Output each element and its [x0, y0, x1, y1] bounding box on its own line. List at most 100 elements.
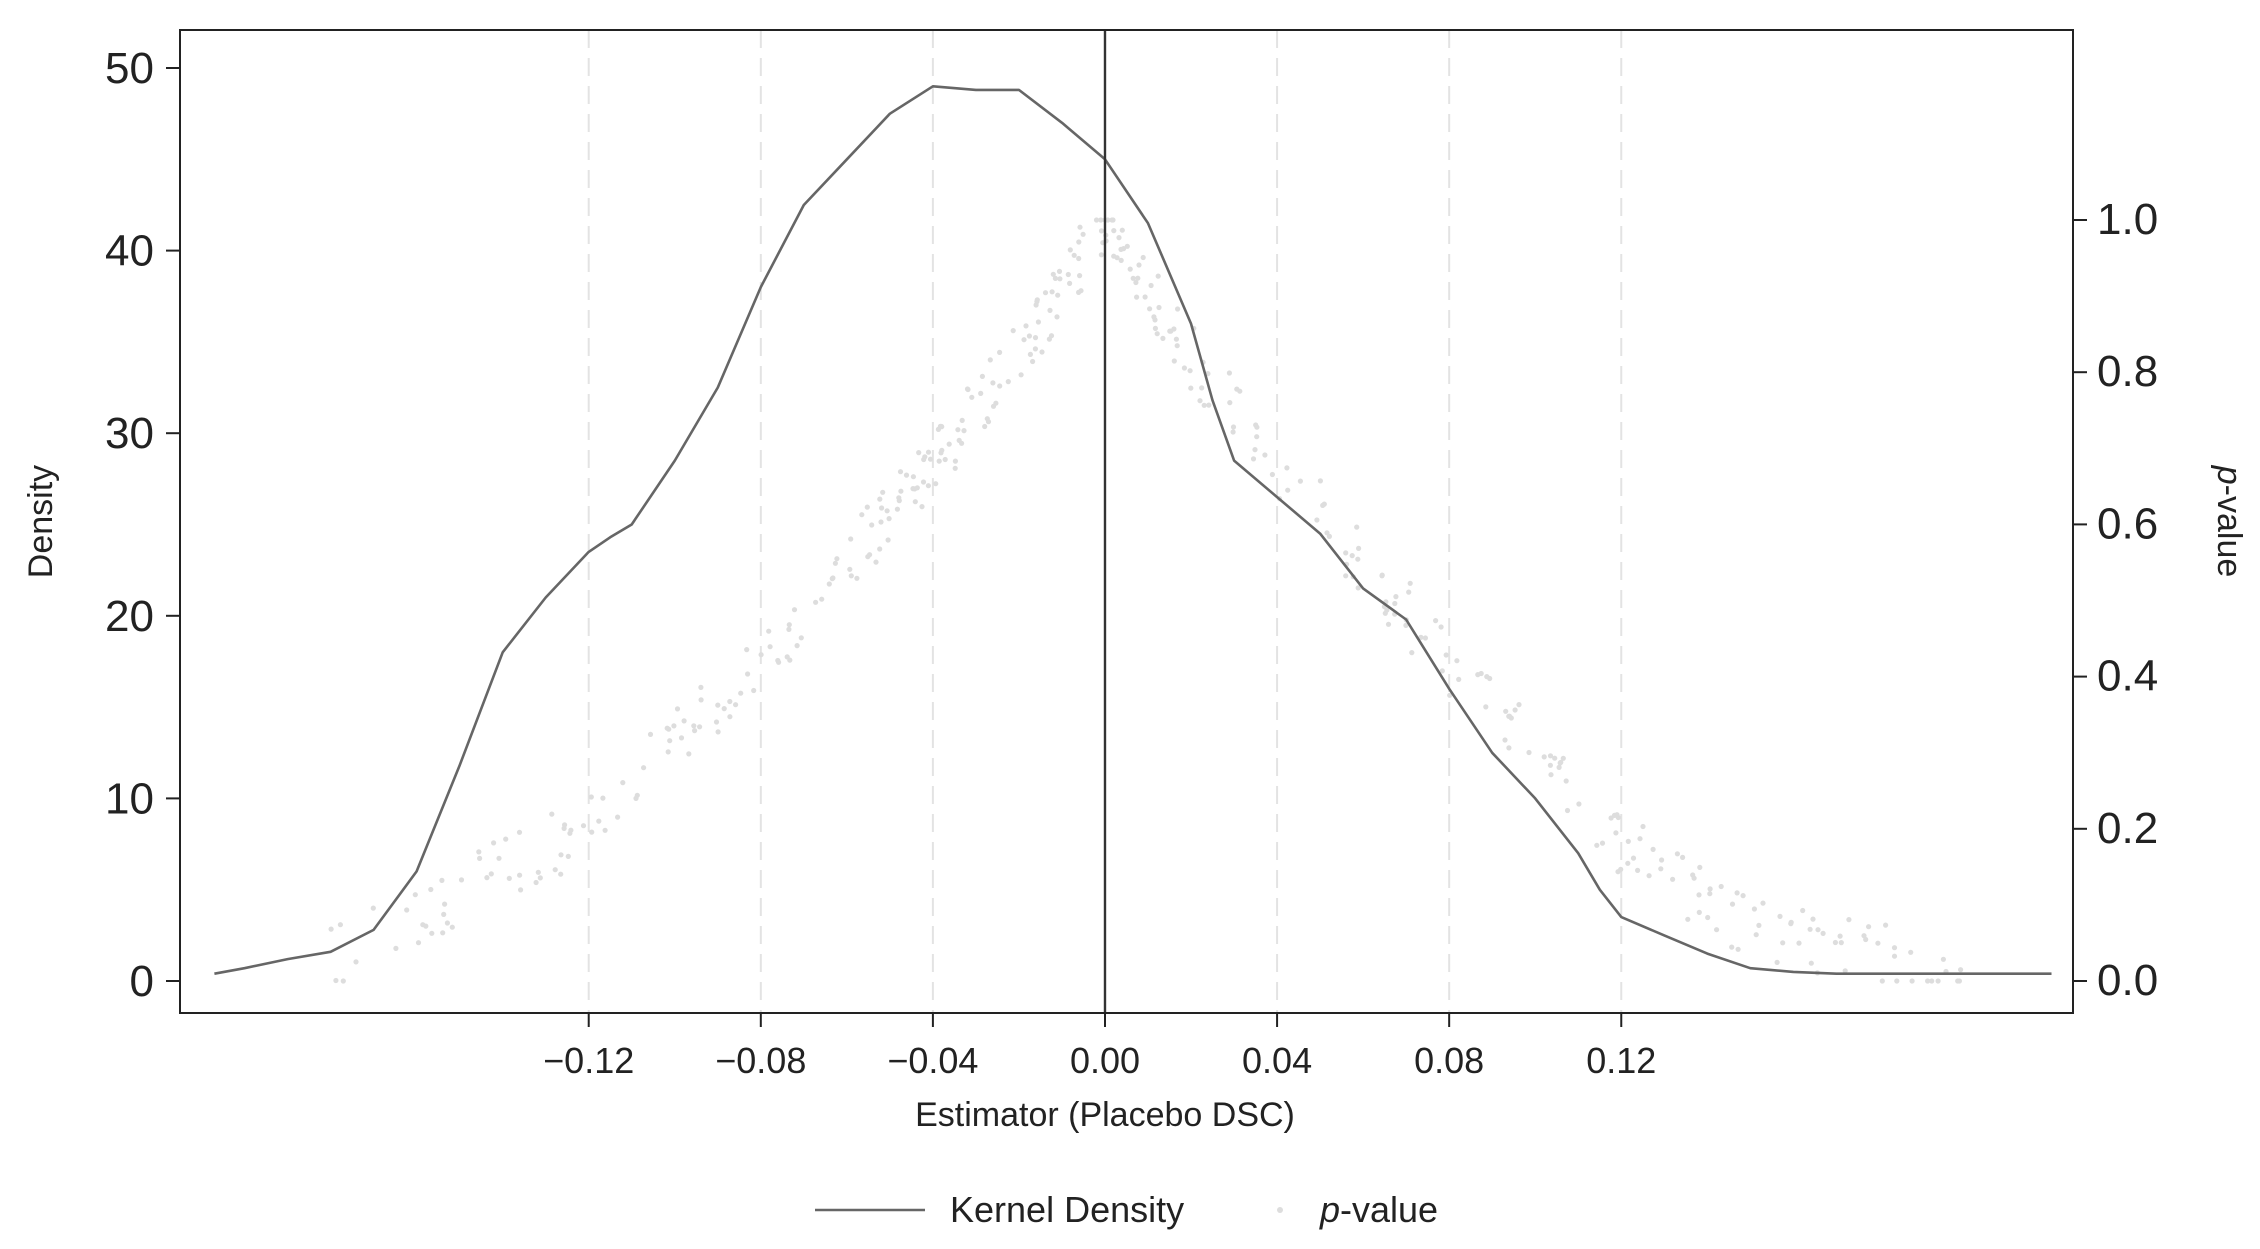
pvalue-point — [1958, 967, 1964, 973]
pvalue-point — [1134, 294, 1140, 300]
x-tick-label: 0.12 — [1586, 1040, 1656, 1081]
pvalue-point — [678, 735, 685, 741]
pvalue-point — [1201, 402, 1207, 408]
y-right-tick-label: 0.0 — [2097, 956, 2158, 1005]
pvalue-point — [1484, 674, 1490, 680]
pvalue-point — [1820, 930, 1826, 937]
x-tick-label: 0.00 — [1070, 1040, 1140, 1081]
pvalue-point — [854, 575, 860, 581]
pvalue-point — [439, 877, 445, 884]
pvalue-point — [1800, 907, 1806, 914]
legend-kernel-density-label: Kernel Density — [950, 1189, 1184, 1230]
plot-frame — [179, 29, 2074, 1014]
pvalue-point — [535, 869, 541, 875]
pvalue-point — [1098, 217, 1104, 223]
pvalue-point — [1447, 692, 1453, 698]
pvalue-point — [1230, 429, 1236, 435]
pvalue-point — [1707, 886, 1713, 892]
pvalue-point — [997, 383, 1003, 389]
pvalue-point — [1866, 924, 1872, 930]
pvalue-point — [847, 566, 853, 572]
pvalue-point — [919, 504, 925, 510]
pvalue-point — [665, 749, 671, 755]
pvalue-point — [1230, 424, 1237, 430]
pvalue-point — [826, 581, 832, 587]
pvalue-point — [1635, 867, 1641, 874]
pvalue-point — [1005, 379, 1011, 385]
pvalue-point — [1076, 289, 1082, 295]
pvalue-point — [745, 671, 751, 677]
pvalue-point — [886, 516, 892, 522]
pvalue-point — [830, 575, 836, 581]
pvalue-point — [1929, 978, 1935, 984]
pvalue-point — [1879, 978, 1885, 984]
pvalue-point — [423, 923, 429, 929]
pvalue-point — [698, 697, 704, 703]
pvalue-point — [1321, 501, 1327, 507]
pvalue-point — [1422, 635, 1428, 641]
pvalue-point — [1105, 217, 1111, 223]
x-tick-label: −0.08 — [715, 1040, 806, 1081]
pvalue-point — [412, 892, 418, 898]
pvalue-point — [1418, 634, 1424, 641]
pvalue-point — [1187, 368, 1193, 374]
pvalue-point — [713, 719, 720, 725]
pvalue-point — [1174, 343, 1180, 349]
pvalue-point — [565, 853, 571, 860]
pvalue-point — [370, 905, 376, 911]
pvalue-point — [428, 886, 434, 893]
pvalue-point — [1560, 755, 1566, 761]
pvalue-point — [1439, 668, 1445, 674]
pvalue-point — [1173, 336, 1179, 342]
pvalue-point — [1042, 290, 1049, 296]
pvalue-point — [503, 836, 509, 842]
pvalue-point — [1478, 670, 1484, 677]
pvalue-point — [666, 726, 672, 732]
pvalue-point — [1891, 945, 1898, 951]
pvalue-point — [337, 922, 343, 928]
pvalue-point — [1285, 487, 1291, 493]
pvalue-point — [715, 702, 721, 708]
pvalue-point — [727, 698, 733, 705]
pvalue-point — [1118, 257, 1124, 263]
pvalue-point — [1788, 919, 1794, 925]
pvalue-point — [867, 552, 873, 558]
pvalue-point — [885, 537, 891, 543]
pvalue-point — [1576, 801, 1582, 807]
pvalue-point — [1735, 946, 1741, 952]
pvalue-point — [477, 855, 483, 862]
pvalue-point — [1909, 978, 1915, 984]
pvalue-point — [1171, 358, 1177, 364]
pvalue-point — [1114, 255, 1120, 261]
pvalue-point — [1685, 916, 1691, 922]
pvalue-point — [1130, 275, 1136, 281]
pvalue-point — [1552, 755, 1558, 761]
pvalue-point — [340, 978, 346, 984]
pvalue-point — [1751, 906, 1757, 912]
pvalue-point — [1564, 807, 1571, 814]
pvalue-point — [484, 875, 490, 881]
x-tick-label: −0.04 — [887, 1040, 978, 1081]
pvalue-point — [429, 930, 435, 936]
legend-pvalue-swatch — [1277, 1207, 1283, 1213]
pvalue-point — [897, 469, 904, 475]
pvalue-point — [880, 489, 886, 495]
pvalue-point — [927, 456, 934, 462]
pvalue-point — [1324, 530, 1330, 536]
pvalue-point — [1729, 901, 1736, 907]
pvalue-point — [982, 423, 988, 430]
pvalue-point — [1547, 753, 1554, 759]
pvalue-point — [1111, 228, 1117, 234]
pvalue-point — [1506, 713, 1513, 719]
pvalue-point — [879, 505, 885, 511]
pvalue-point — [1707, 891, 1713, 897]
pvalue-point — [1155, 273, 1161, 279]
pvalue-point — [1027, 351, 1033, 357]
pvalue-point — [1119, 227, 1125, 233]
pvalue-point — [692, 728, 698, 734]
pvalue-point — [353, 959, 359, 965]
pvalue-point — [1403, 622, 1409, 629]
pvalue-point — [1697, 864, 1703, 871]
pvalue-point — [744, 647, 750, 653]
pvalue-point — [1269, 471, 1275, 478]
